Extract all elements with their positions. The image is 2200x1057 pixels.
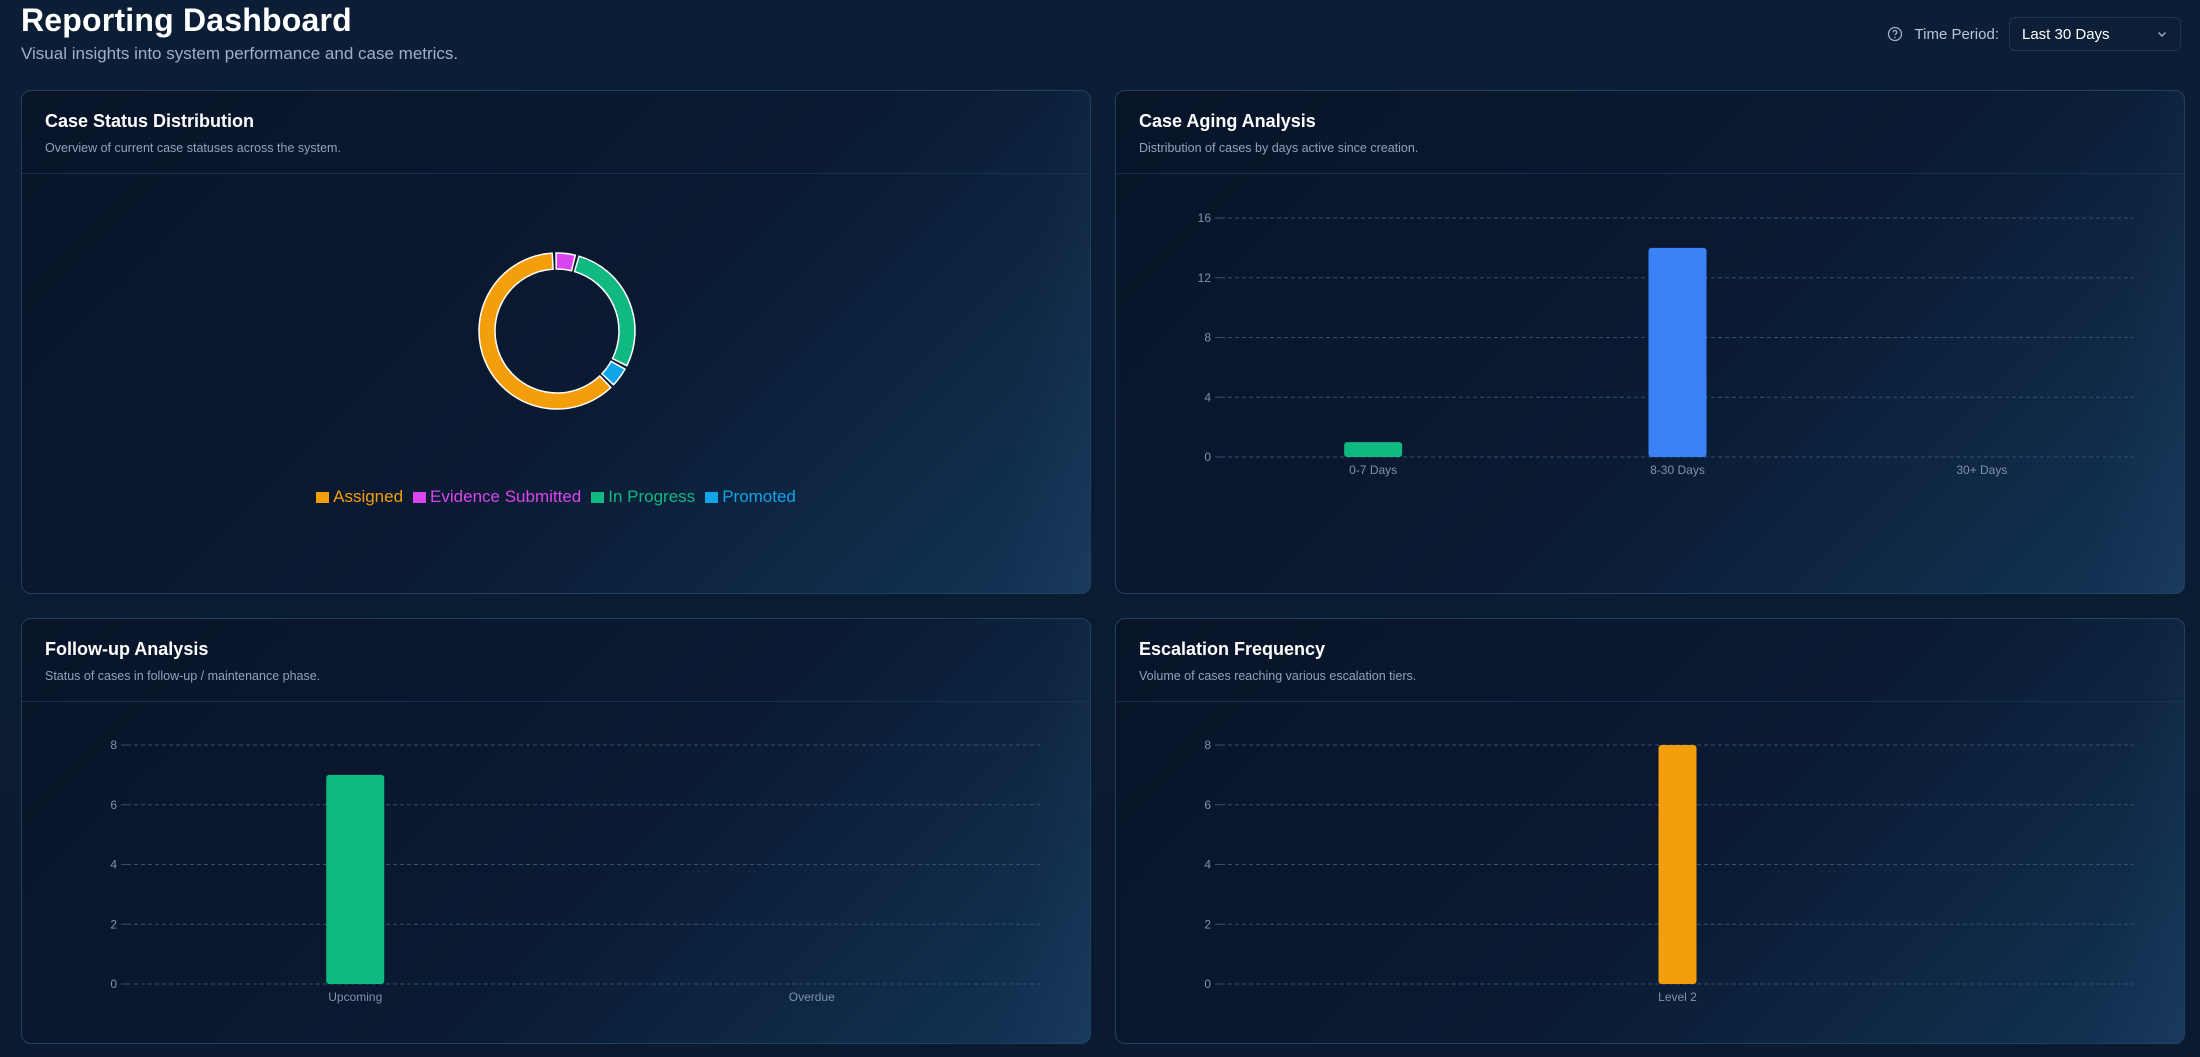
y-tick-label: 4 <box>1204 390 1211 404</box>
chevron-down-icon <box>2158 32 2166 37</box>
y-tick-label: 12 <box>1198 271 1212 285</box>
donut-chart <box>478 252 636 410</box>
donut-slice[interactable] <box>478 252 612 410</box>
y-tick-label: 4 <box>110 858 117 872</box>
donut-slice[interactable] <box>573 255 636 367</box>
legend-item[interactable]: Assigned <box>316 487 403 507</box>
card-follow-up-analysis: Follow-up Analysis Status of cases in fo… <box>21 618 1091 1044</box>
bar[interactable] <box>1658 745 1697 984</box>
time-period-select[interactable]: Last 30 Days <box>2009 17 2181 51</box>
legend-label: Evidence Submitted <box>430 487 582 506</box>
x-tick-label: 0-7 Days <box>1349 463 1397 477</box>
legend-label: In Progress <box>608 487 696 506</box>
card-header: Follow-up Analysis Status of cases in fo… <box>22 619 1090 702</box>
x-tick-label: Upcoming <box>328 990 382 1004</box>
y-tick-label: 16 <box>1198 211 1212 225</box>
time-period-label: Time Period: <box>1914 25 1999 43</box>
time-period-value: Last 30 Days <box>2022 25 2110 43</box>
card-escalation-frequency: Escalation Frequency Volume of cases rea… <box>1115 618 2185 1044</box>
donut-slice[interactable] <box>600 360 627 386</box>
card-description: Distribution of cases by days active sin… <box>1139 141 1419 155</box>
y-tick-label: 8 <box>1204 331 1211 345</box>
y-tick-label: 6 <box>1204 798 1211 812</box>
legend-swatch <box>705 491 719 503</box>
time-period-control: Time Period: Last 30 Days <box>1887 16 2181 52</box>
page-title: Reporting Dashboard <box>21 2 352 38</box>
card-title: Case Status Distribution <box>45 111 255 131</box>
y-tick-label: 8 <box>1204 738 1211 752</box>
legend-swatch <box>413 491 427 503</box>
legend-item[interactable]: In Progress <box>591 487 695 507</box>
card-description: Overview of current case statuses across… <box>45 141 341 155</box>
x-tick-label: Level 2 <box>1658 990 1697 1004</box>
bar[interactable] <box>1344 442 1403 457</box>
page-subtitle: Visual insights into system performance … <box>21 44 459 63</box>
card-description: Volume of cases reaching various escalat… <box>1139 669 1417 683</box>
y-tick-label: 6 <box>110 798 117 812</box>
bar[interactable] <box>1648 247 1707 457</box>
legend-item[interactable]: Promoted <box>705 487 796 507</box>
y-tick-label: 8 <box>110 738 117 752</box>
y-tick-label: 4 <box>1204 858 1211 872</box>
y-tick-label: 2 <box>1204 917 1211 931</box>
card-title: Follow-up Analysis <box>45 639 209 659</box>
legend-label: Assigned <box>333 487 404 506</box>
x-tick-label: 8-30 Days <box>1650 463 1705 477</box>
help-circle-icon[interactable] <box>1887 26 1903 42</box>
page-header: Reporting Dashboard Visual insights into… <box>21 0 2181 80</box>
card-title: Case Aging Analysis <box>1139 111 1316 131</box>
legend-item[interactable]: Evidence Submitted <box>413 487 581 507</box>
chart-legend: Assigned Evidence Submitted In Progress Pro… <box>22 487 1090 507</box>
x-tick-label: Overdue <box>789 990 835 1004</box>
bar[interactable] <box>326 774 385 984</box>
bar-chart: 0 4 8 12 16 0-7 Days 8-30 Days 30+ Days <box>1198 211 2134 477</box>
card-header: Case Status Distribution Overview of cur… <box>22 91 1090 174</box>
donut-slice[interactable] <box>555 252 577 272</box>
y-tick-label: 0 <box>1204 977 1211 991</box>
legend-label: Promoted <box>722 487 796 506</box>
bar-chart: 0 2 4 6 8 Upcoming Overdue <box>110 738 1040 1004</box>
x-tick-label: 30+ Days <box>1956 463 2007 477</box>
card-case-status-distribution: Case Status Distribution Overview of cur… <box>21 90 1091 594</box>
card-description: Status of cases in follow-up / maintenan… <box>45 669 321 683</box>
card-case-aging-analysis: Case Aging Analysis Distribution of case… <box>1115 90 2185 594</box>
y-tick-label: 0 <box>110 977 117 991</box>
card-header: Case Aging Analysis Distribution of case… <box>1116 91 2184 174</box>
bar-chart: 0 2 4 6 8 Level 2 <box>1204 738 2134 1004</box>
y-tick-label: 0 <box>1204 450 1211 464</box>
card-header: Escalation Frequency Volume of cases rea… <box>1116 619 2184 702</box>
legend-swatch <box>591 491 605 503</box>
y-tick-label: 2 <box>110 917 117 931</box>
legend-swatch <box>316 491 330 503</box>
card-title: Escalation Frequency <box>1139 639 1326 659</box>
